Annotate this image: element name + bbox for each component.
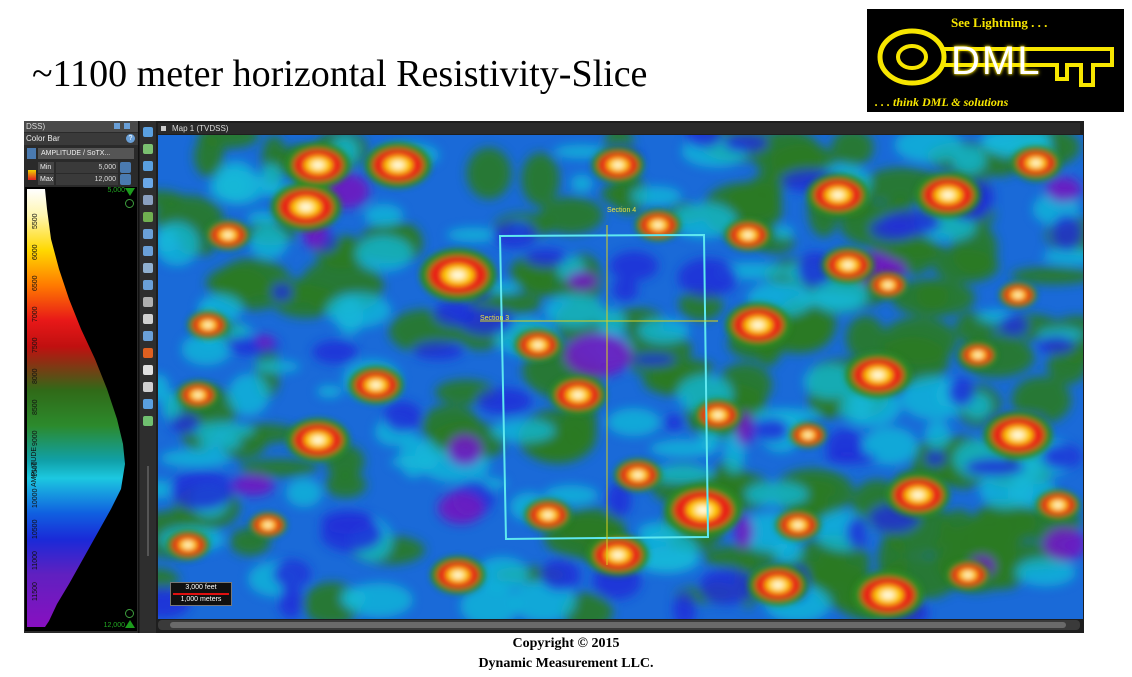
scale-line (173, 593, 229, 595)
slide-title: ~1100 meter horizontal Resistivity-Slice (32, 53, 648, 95)
max-input[interactable] (56, 174, 118, 185)
fill-icon[interactable] (143, 382, 153, 392)
help-icon[interactable]: ? (126, 134, 135, 143)
scale-bar: 3,000 feet 1,000 meters (170, 582, 232, 606)
horizontal-scrollbar[interactable] (158, 620, 1080, 630)
min-handle-icon[interactable] (125, 620, 135, 628)
layer-icon[interactable] (143, 195, 153, 205)
color-bar-panel: DSS) Color Bar ? AMPLITUDE / SoTX... Min… (24, 121, 139, 633)
logo-wordmark: DML (951, 39, 1042, 83)
key-logo-icon (877, 28, 1114, 87)
pan-icon[interactable] (143, 229, 153, 239)
min-input[interactable] (56, 162, 118, 173)
rect-icon[interactable] (143, 399, 153, 409)
max-reset-icon[interactable] (120, 174, 131, 185)
colorbar-bottom-value: 12,000 (103, 622, 125, 629)
color-swatch-icon (28, 170, 36, 180)
min-label: Min (38, 162, 54, 173)
dml-logo: See Lightning . . . DML . . . think DML … (867, 9, 1124, 112)
map-icon[interactable] (143, 212, 153, 222)
colorbar-axis-label: AMPLITUDE (31, 446, 38, 487)
logo-tagline-top: See Lightning . . . (951, 15, 1048, 30)
polygon-icon[interactable] (143, 365, 153, 375)
float-icon[interactable] (114, 123, 120, 129)
colorbar-tick-label: 11500 (32, 582, 39, 601)
measure-icon[interactable] (143, 297, 153, 307)
colorbar-gradient (27, 189, 45, 627)
amplitude-histogram (45, 189, 125, 627)
colorbar-zoom-in-icon[interactable] (125, 199, 134, 208)
max-handle-icon[interactable] (125, 188, 135, 196)
colorbar-histogram: 5500 6000 6500 7000 7500 8000 8500 9000 9500 1000… (25, 187, 137, 631)
scrollbar-thumb[interactable] (170, 622, 1066, 628)
grid-icon[interactable] (143, 144, 153, 154)
slice-icon[interactable] (143, 314, 153, 324)
zoom-slider[interactable] (147, 466, 149, 556)
layers-icon[interactable] (143, 331, 153, 341)
map-title: Map 1 (TVDSS) (172, 124, 229, 133)
zoom-in-icon[interactable] (143, 127, 153, 137)
copyright-line: Copyright © 2015 (512, 636, 620, 651)
scale-meters: 1,000 meters (180, 596, 222, 603)
zoom-icon[interactable] (143, 416, 153, 426)
max-row: Max (38, 174, 134, 185)
min-reset-icon[interactable] (120, 162, 131, 173)
section-4-label: Section 4 (607, 207, 637, 214)
window-icon (161, 126, 166, 131)
pick-icon[interactable] (143, 348, 153, 358)
attribute-select[interactable]: AMPLITUDE / SoTX... (38, 148, 134, 159)
colorbar-zoom-out-icon[interactable] (125, 609, 134, 618)
rotate-icon[interactable] (143, 178, 153, 188)
resistivity-map[interactable]: Section 4 Section 3 (158, 135, 1083, 619)
application-window: DSS) Color Bar ? AMPLITUDE / SoTX... Min… (24, 121, 1084, 633)
resistivity-slice-image (158, 135, 1083, 619)
colorbar-ticks: 5500 6000 6500 7000 7500 8000 8500 9000 9500 1000… (32, 189, 44, 627)
map-toolbar (140, 121, 156, 633)
arrow-icon[interactable] (143, 246, 153, 256)
panel-top-label: DSS) (24, 121, 138, 132)
company-line: Dynamic Measurement LLC. (478, 656, 654, 671)
zoom-out-icon[interactable] (143, 161, 153, 171)
colorbar-top-value: 5,000 (107, 187, 125, 194)
panel-title: Color Bar (24, 133, 138, 145)
max-label: Max (38, 174, 54, 185)
min-row: Min (38, 162, 134, 173)
path-icon[interactable] (143, 280, 153, 290)
section-3-label: Section 3 (480, 315, 510, 322)
map-title-bar: Map 1 (TVDSS) (158, 123, 1080, 134)
close-panel-icon[interactable] (124, 123, 130, 129)
attribute-icon (27, 148, 36, 159)
scale-feet: 3,000 feet (185, 584, 217, 591)
logo-tagline-bottom: . . . think DML & solutions (875, 95, 1009, 109)
select-icon[interactable] (143, 263, 153, 273)
